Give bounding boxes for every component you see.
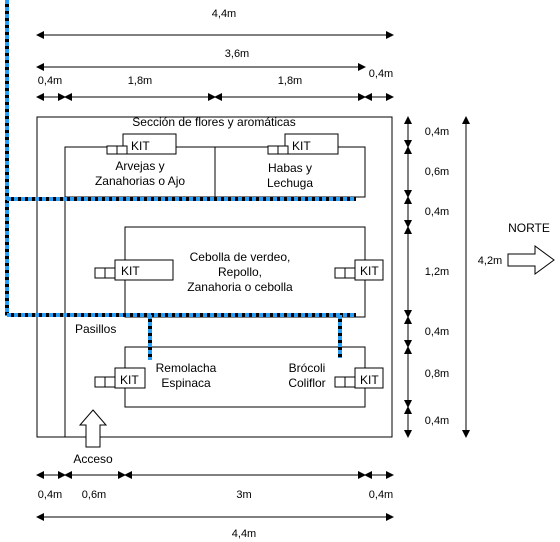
kit-middle-left-label: KIT — [121, 264, 140, 278]
access-arrow-icon — [78, 409, 108, 448]
bed-bottom-left-label-2: Espinaca — [161, 376, 211, 390]
dim-top-inner-label: 3,6m — [225, 48, 249, 60]
dim-right-6-label: 0,8m — [425, 368, 449, 380]
dim-top-right-margin-label: 0,4m — [369, 68, 393, 80]
bed-bottom-left-label-1: Remolacha — [156, 361, 217, 375]
kit-bottom-right-label: KIT — [360, 373, 379, 387]
dim-right-1-label: 0,4m — [425, 126, 449, 138]
dim-right-4-label: 1,2m — [425, 266, 449, 278]
dim-right-5-label: 0,4m — [425, 326, 449, 338]
bottom-dimension-lines — [36, 471, 394, 521]
bed-bottom-right-label-2: Coliflor — [288, 376, 325, 390]
kit-middle-left: KIT — [94, 259, 174, 281]
kit-top-right-label: KIT — [292, 139, 311, 153]
irrigation-lines — [5, 0, 356, 360]
dim-bottom-total-label: 4,4m — [232, 528, 256, 540]
dim-top-bed-2-label: 1,8m — [278, 75, 302, 87]
dim-top-total-label: 4,4m — [212, 8, 236, 20]
kit-middle-right: KIT — [334, 259, 384, 281]
right-dimension-lines — [404, 116, 470, 438]
dim-top-bed-1-label: 1,8m — [128, 75, 152, 87]
bed-middle-label-2: Repollo, — [218, 265, 262, 279]
bed-top-right-label-1: Habas y — [268, 161, 312, 175]
dim-right-2-label: 0,6m — [425, 166, 449, 178]
kit-bottom-left: KIT — [94, 367, 146, 389]
bed-top-right-label-2: Lechuga — [267, 176, 313, 190]
access-label: Acceso — [73, 452, 113, 466]
north-label: NORTE — [508, 221, 550, 235]
bed-middle-label-3: Zanahoria o cebolla — [187, 280, 293, 294]
bed-top-left-label-2: Zanahorias o Ajo — [95, 174, 185, 188]
dim-bottom-1-label: 0,4m — [38, 489, 62, 501]
paths-label: Pasillos — [75, 322, 116, 336]
dim-height-total-label: 4,2m — [478, 255, 502, 267]
bed-top-left-label-1: Arvejas y — [115, 159, 164, 173]
bed-bottom-right-label-1: Brócoli — [289, 361, 326, 375]
dim-bottom-3-label: 3m — [236, 489, 251, 501]
kit-top-left: KIT — [106, 133, 177, 155]
kit-top-left-label: KIT — [131, 139, 150, 153]
bed-middle-label-1: Cebolla de verdeo, — [190, 250, 291, 264]
dim-bottom-2-label: 0,6m — [82, 489, 106, 501]
dim-right-7-label: 0,4m — [425, 415, 449, 427]
kit-bottom-right: KIT — [334, 367, 384, 389]
dim-right-3-label: 0,4m — [425, 206, 449, 218]
garden-outer-boundary — [36, 116, 393, 438]
kit-bottom-left-label: KIT — [120, 373, 139, 387]
dim-top-left-margin-label: 0,4m — [38, 75, 62, 87]
north-arrow-icon — [507, 245, 555, 275]
kit-top-right: KIT — [267, 133, 339, 155]
flowers-section-label: Sección de flores y aromáticas — [132, 115, 295, 129]
kit-middle-right-label: KIT — [360, 264, 379, 278]
dim-bottom-4-label: 0,4m — [369, 489, 393, 501]
